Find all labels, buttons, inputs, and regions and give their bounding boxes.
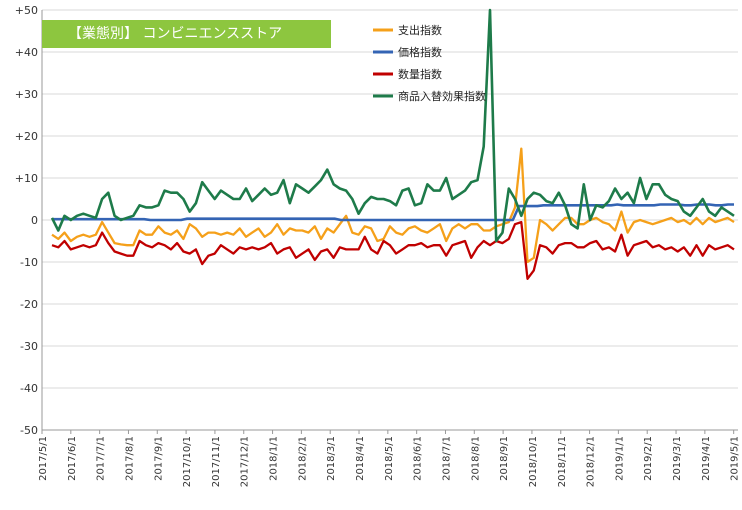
- series-line-2: [52, 203, 734, 222]
- x-tick-label: 2019/5/1: [730, 436, 741, 481]
- x-tick-label: 2018/9/1: [499, 436, 510, 481]
- x-tick-label: 2017/6/1: [67, 436, 78, 481]
- series-line-4: [50, 8, 735, 243]
- y-tick-label: 0: [31, 214, 38, 227]
- x-tick-label: 2018/11/1: [557, 436, 568, 487]
- x-tick-label: 2017/8/1: [124, 436, 135, 481]
- legend-label: 支出指数: [398, 23, 442, 37]
- x-tick-label: 2018/2/1: [297, 436, 308, 481]
- legend-label: 数量指数: [398, 67, 442, 81]
- chart-title: 【業態別】 コンビニエンスストア: [42, 20, 331, 48]
- y-tick-label: +10: [15, 172, 38, 185]
- x-tick-label: 2017/10/1: [182, 436, 193, 487]
- y-tick-label: -10: [20, 256, 38, 269]
- x-tick-label: 2018/3/1: [326, 436, 337, 481]
- x-tick-label: 2019/2/1: [643, 436, 654, 481]
- x-tick-label: 2017/12/1: [240, 436, 251, 487]
- x-tick-label: 2017/7/1: [96, 436, 107, 481]
- x-tick-label: 2018/6/1: [413, 436, 424, 481]
- x-tick-label: 2019/4/1: [701, 436, 712, 481]
- x-tick-label: 2018/5/1: [384, 436, 395, 481]
- y-tick-label: -30: [20, 340, 38, 353]
- x-tick-label: 2017/5/1: [38, 436, 49, 481]
- x-tick-label: 2019/3/1: [672, 436, 683, 481]
- x-tick-label: 2018/4/1: [355, 436, 366, 481]
- y-tick-label: -40: [20, 382, 38, 395]
- series-line-1: [51, 147, 735, 264]
- y-tick-label: +30: [15, 88, 38, 101]
- x-tick-label: 2018/1/1: [269, 436, 280, 481]
- x-tick-label: 2018/12/1: [586, 436, 597, 487]
- x-tick-label: 2018/7/1: [441, 436, 452, 481]
- series-line-3: [51, 220, 735, 280]
- x-tick-label: 2017/9/1: [153, 436, 164, 481]
- legend-label: 商品入替効果指数: [398, 89, 486, 103]
- x-tick-label: 2019/1/1: [614, 436, 625, 481]
- y-tick-label: -20: [20, 298, 38, 311]
- legend-label: 価格指数: [398, 45, 442, 59]
- y-tick-label: +40: [15, 46, 38, 59]
- series-lines: [50, 8, 735, 280]
- x-tick-label: 2018/8/1: [470, 436, 481, 481]
- y-tick-label: -50: [20, 424, 38, 437]
- x-tick-label: 2017/11/1: [211, 436, 222, 487]
- x-axis: 2017/5/1 2017/6/1 2017/7/1 2017/8/1 2017/9/1…: [38, 429, 741, 487]
- y-axis: +50 +40 +30 +20 +10 0 -10 -20 -30 -40 -50: [15, 4, 43, 437]
- y-tick-label: +20: [15, 130, 38, 143]
- x-tick-label: 2018/10/1: [528, 436, 539, 487]
- y-tick-label: +50: [15, 4, 38, 17]
